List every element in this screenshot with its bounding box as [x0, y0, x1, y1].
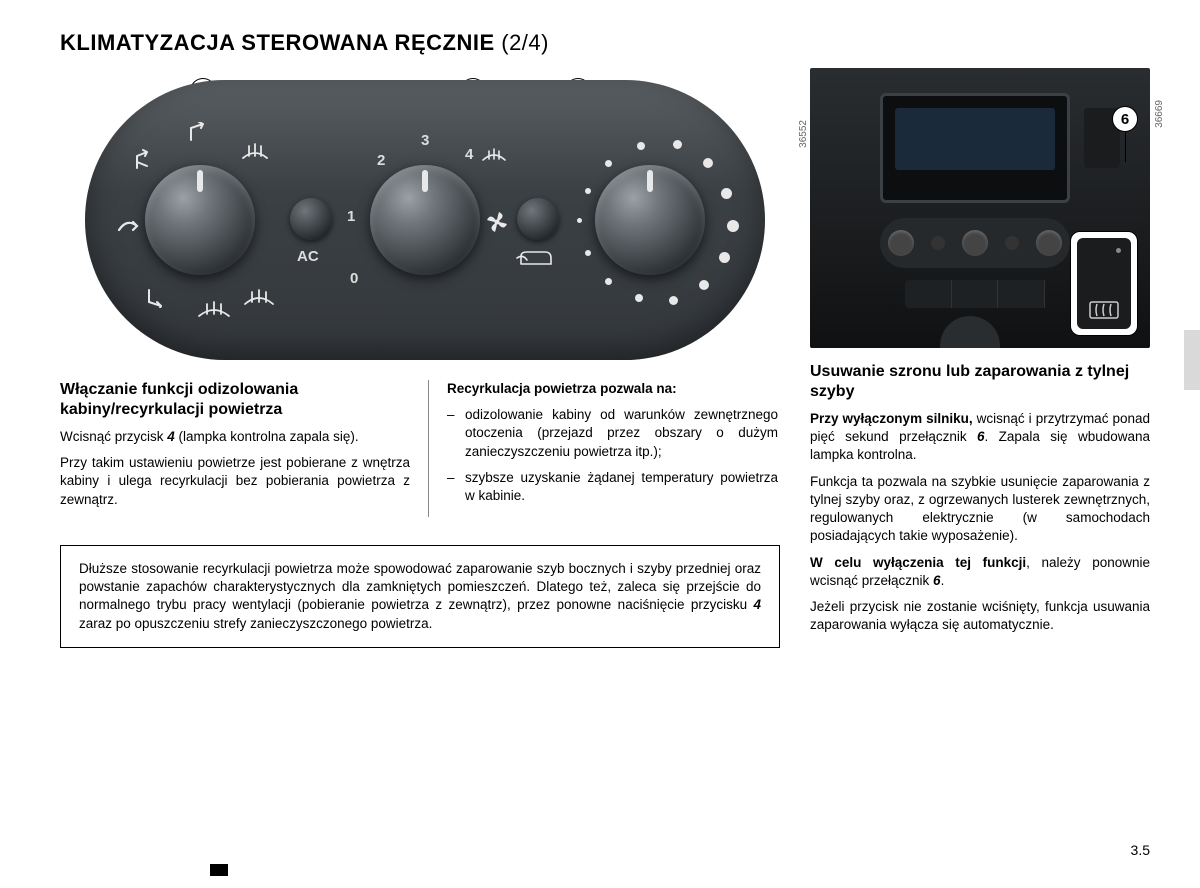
fan-4: 4	[465, 146, 473, 163]
right-p4: Jeżeli przycisk nie zostanie wciśnięty, …	[810, 598, 1150, 634]
page-number: 3.5	[1131, 842, 1150, 858]
right-p3: W celu wyłączenia tej funkcji, należy po…	[810, 554, 1150, 590]
temperature-dial	[595, 165, 705, 275]
image-code-right: 36669	[1154, 100, 1165, 128]
airflow-feet-icon	[145, 286, 173, 308]
ac-label: AC	[297, 248, 319, 265]
title-suffix: (2/4)	[501, 30, 549, 55]
mini-dial	[888, 230, 914, 256]
temp-dot	[719, 252, 730, 263]
airflow-windshield-icon	[197, 298, 231, 320]
fan-icon	[485, 210, 509, 234]
climate-panel-figure: 1 3 4 36552 AC	[60, 80, 790, 360]
air-distribution-dial	[145, 165, 255, 275]
left-p2: Przy takim ustawieniu powietrze jest pob…	[60, 454, 410, 509]
fan-1: 1	[347, 208, 355, 225]
ac-button	[290, 198, 332, 240]
temp-dot	[605, 278, 612, 285]
dashboard-button-row	[905, 280, 1045, 308]
page-title: KLIMATYZACJA STEROWANA RĘCZNIE (2/4)	[60, 30, 1150, 56]
temp-dot	[637, 142, 645, 150]
fan-2: 2	[377, 152, 385, 169]
warning-box: Dłuższe stosowanie recyrkulacji powietrz…	[60, 545, 780, 648]
temp-dot	[585, 188, 591, 194]
mid-heading: Recyrkulacja powietrza pozwala na:	[447, 380, 778, 398]
mid-li1: odizolowanie kabiny od warunków zewnętrz…	[447, 406, 778, 461]
airflow-defrost-icon	[243, 286, 275, 308]
dashboard-figure: 6	[810, 68, 1150, 348]
airflow-recirculate-icon	[115, 212, 141, 238]
right-p1: Przy wyłączonym silniku, wcisnąć i przyt…	[810, 410, 1150, 465]
rear-defrost-icon	[1087, 299, 1121, 321]
side-tab	[1184, 330, 1200, 390]
fan-0: 0	[350, 270, 358, 287]
right-heading: Usuwanie szronu lub zaparowania z tylnej…	[810, 362, 1150, 402]
callout-6-line	[1125, 132, 1127, 162]
airflow-defrost-feet-icon	[241, 138, 271, 162]
temp-dot	[727, 220, 739, 232]
right-p2: Funkcja ta pozwala na szybkie usunięcie …	[810, 473, 1150, 546]
temp-dot	[585, 250, 591, 256]
dashboard-figure-wrap: 36669 6	[810, 68, 1150, 348]
gear-lever	[940, 316, 1000, 348]
mid-list: odizolowanie kabiny od warunków zewnętrz…	[447, 406, 778, 505]
main-columns: 1 3 4 36552 AC	[60, 68, 1150, 648]
temp-dot	[703, 158, 713, 168]
right-column: 36669 6	[810, 68, 1150, 648]
recirculation-button	[517, 198, 559, 240]
image-code-left: 36552	[798, 120, 809, 148]
left-p1: Wcisnąć przycisk 4 (lampka kontrolna zap…	[60, 428, 410, 446]
mid-li2: szybsze uzyskanie żądanej temperatury po…	[447, 469, 778, 505]
dashboard-climate-row	[880, 218, 1070, 268]
left-heading: Włączanie funkcji odizolowania kabiny/re…	[60, 380, 410, 420]
temp-dot	[699, 280, 709, 290]
footer-marker	[210, 864, 228, 876]
temp-dot	[577, 218, 582, 223]
switch-divider	[1085, 246, 1150, 348]
mini-dial	[1036, 230, 1062, 256]
rear-defrost-switch-inset	[1070, 231, 1138, 336]
temp-dot	[635, 294, 643, 302]
mini-dial	[962, 230, 988, 256]
temp-dot	[673, 140, 682, 149]
max-defrost-icon	[481, 146, 507, 164]
airflow-face-feet-icon	[133, 148, 161, 174]
subcol-left: Włączanie funkcji odizolowania kabiny/re…	[60, 380, 410, 517]
climate-control-panel: AC 0 1 2 3 4	[85, 80, 765, 360]
temp-dot	[721, 188, 732, 199]
airflow-face-icon	[187, 122, 213, 146]
fan-speed-dial	[370, 165, 480, 275]
title-main: KLIMATYZACJA STEROWANA RĘCZNIE	[60, 30, 495, 55]
left-column-group: 1 3 4 36552 AC	[60, 68, 790, 648]
fan-3: 3	[421, 132, 429, 149]
mini-btn	[931, 236, 945, 250]
subcol-right: Recyrkulacja powietrza pozwala na: odizo…	[428, 380, 778, 517]
callout-6: 6	[1112, 106, 1138, 132]
mini-btn	[1005, 236, 1019, 250]
temp-dot	[669, 296, 678, 305]
dashboard-screen	[880, 93, 1070, 203]
recirculation-icon	[515, 248, 553, 268]
text-subcolumns: Włączanie funkcji odizolowania kabiny/re…	[60, 380, 790, 517]
temp-dot	[605, 160, 612, 167]
